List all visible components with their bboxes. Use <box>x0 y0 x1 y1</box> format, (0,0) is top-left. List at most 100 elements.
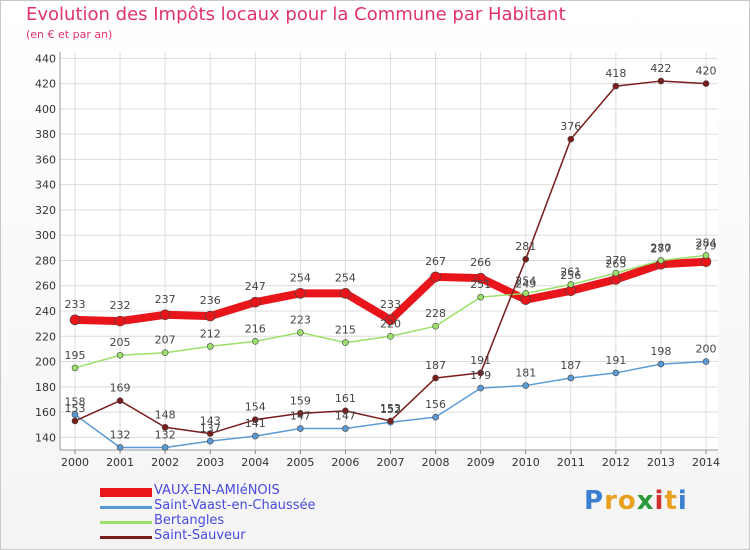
data-point-3 <box>387 417 394 425</box>
data-point-1 <box>477 384 484 392</box>
data-label: 137 <box>200 422 221 435</box>
data-point-1 <box>116 444 124 451</box>
data-label: 254 <box>335 271 356 284</box>
x-tick-label: 2006 <box>331 456 359 469</box>
x-tick-label: 2009 <box>467 456 495 469</box>
data-label: 247 <box>245 280 266 293</box>
data-point-3 <box>161 423 169 431</box>
x-tick-label: 2011 <box>557 456 585 469</box>
data-point-2 <box>657 257 665 264</box>
data-label: 216 <box>245 322 266 335</box>
data-label: 267 <box>425 255 446 268</box>
legend-label: VAUX-EN-AMIéNOIS <box>154 483 280 498</box>
data-point-3 <box>297 410 304 417</box>
data-label: 147 <box>290 410 311 423</box>
data-point-2 <box>297 329 304 336</box>
x-tick-label: 2008 <box>422 456 450 469</box>
data-point-1 <box>297 425 304 432</box>
logo-letter: i <box>654 486 665 516</box>
data-label: 251 <box>470 278 491 291</box>
data-point-2 <box>387 332 394 340</box>
data-label: 261 <box>560 265 581 278</box>
data-label: 233 <box>380 298 401 311</box>
data-point-3 <box>522 255 530 263</box>
y-tick-label: 280 <box>35 254 56 267</box>
data-point-2 <box>251 338 259 345</box>
x-tick-label: 2007 <box>377 456 405 469</box>
data-point-2 <box>342 339 349 346</box>
data-label: 279 <box>696 240 717 253</box>
data-label: 228 <box>425 307 446 320</box>
y-tick-label: 320 <box>35 204 56 217</box>
data-label: 207 <box>155 334 176 347</box>
x-tick-label: 2013 <box>647 456 675 469</box>
x-tick-label: 2005 <box>286 456 314 469</box>
data-point-2 <box>477 293 484 301</box>
data-label: 422 <box>650 62 671 75</box>
y-tick-label: 400 <box>35 103 56 116</box>
data-label: 154 <box>245 401 266 414</box>
x-tick-label: 2012 <box>602 456 630 469</box>
data-point-3 <box>702 80 710 87</box>
y-tick-label: 140 <box>35 431 56 444</box>
data-label: 187 <box>425 359 446 372</box>
data-point-0 <box>475 272 486 284</box>
data-point-3 <box>432 374 439 382</box>
data-point-3 <box>567 135 575 143</box>
data-point-1 <box>567 374 575 382</box>
data-label: 132 <box>155 428 176 441</box>
data-label: 256 <box>560 269 581 282</box>
data-label: 153 <box>380 402 401 415</box>
data-label: 284 <box>696 236 717 249</box>
x-tick-label: 2003 <box>196 456 224 469</box>
data-label: 237 <box>155 293 176 306</box>
data-point-1 <box>342 425 349 432</box>
data-point-0 <box>204 310 216 322</box>
y-tick-label: 180 <box>35 381 56 394</box>
logo-letter: r <box>604 486 618 516</box>
data-point-1 <box>161 444 169 451</box>
data-point-3 <box>657 77 665 85</box>
data-label: 205 <box>110 336 131 349</box>
data-label: 195 <box>65 349 86 362</box>
data-label: 179 <box>470 369 491 382</box>
legend-label: Saint-Sauveur <box>154 528 246 543</box>
data-label: 181 <box>515 367 536 380</box>
data-point-2 <box>206 343 214 350</box>
x-tick-label: 2010 <box>512 456 540 469</box>
y-tick-label: 220 <box>35 330 56 343</box>
legend-swatch <box>100 505 152 509</box>
y-tick-label: 240 <box>35 305 56 318</box>
data-point-0 <box>69 314 81 326</box>
data-label: 215 <box>335 324 356 337</box>
y-tick-label: 200 <box>35 356 56 369</box>
data-point-0 <box>249 296 261 308</box>
data-label: 280 <box>650 241 671 254</box>
data-point-1 <box>432 413 439 421</box>
data-point-1 <box>251 432 259 440</box>
x-tick-label: 2004 <box>241 456 269 469</box>
data-point-3 <box>251 416 259 423</box>
data-label: 270 <box>605 254 626 267</box>
data-label: 148 <box>155 408 176 421</box>
chart-subtitle: (en € et par an) <box>26 28 113 41</box>
data-label: 200 <box>696 343 717 356</box>
data-point-3 <box>206 430 214 437</box>
data-point-2 <box>612 269 620 277</box>
data-label: 153 <box>65 402 86 415</box>
data-label: 281 <box>515 240 536 253</box>
data-label: 223 <box>290 313 311 326</box>
x-tick-label: 2002 <box>151 456 179 469</box>
data-point-0 <box>295 288 306 299</box>
data-label: 158 <box>65 396 86 409</box>
data-point-0 <box>385 314 396 326</box>
data-point-1 <box>612 369 620 377</box>
data-label: 191 <box>470 354 491 367</box>
data-point-1 <box>657 360 665 368</box>
data-label: 254 <box>515 274 536 287</box>
data-label: 212 <box>200 327 221 340</box>
data-label: 161 <box>335 392 356 405</box>
y-tick-label: 300 <box>35 229 56 242</box>
data-label: 266 <box>470 256 491 269</box>
